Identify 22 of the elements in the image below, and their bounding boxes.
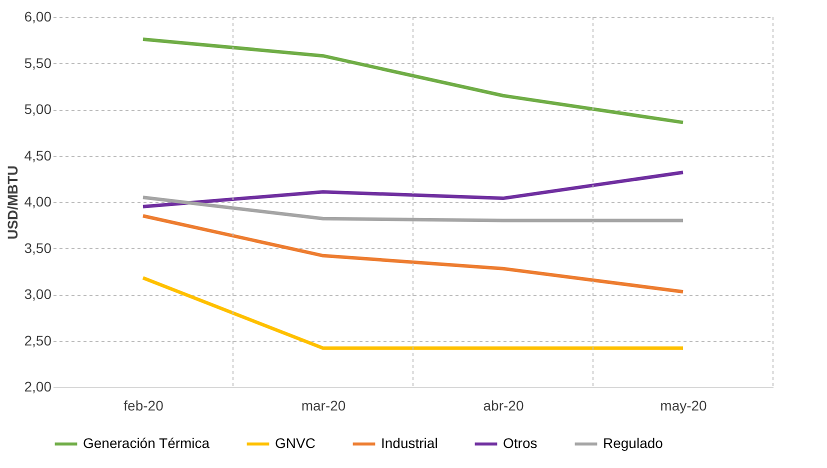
line-series <box>141 170 685 208</box>
y-tick-label: 3,50 <box>24 240 52 256</box>
legend-label: Regulado <box>603 435 664 451</box>
x-tick-label: abr-20 <box>483 398 524 414</box>
y-tick-label: 4,00 <box>24 194 52 210</box>
y-tick-label: 6,00 <box>24 8 52 24</box>
y-tick-label: 5,50 <box>24 54 52 71</box>
y-axis-title: USD/MBTU <box>4 166 20 240</box>
x-tick-label: feb-20 <box>124 398 164 414</box>
line-series <box>141 214 685 294</box>
y-tick-label: 5,00 <box>24 101 52 117</box>
line-series <box>141 37 685 124</box>
legend-label: Generación Térmica <box>83 435 210 451</box>
x-tick-label: may-20 <box>660 398 708 414</box>
y-tick-label: 3,00 <box>24 286 52 302</box>
legend-label: GNVC <box>275 435 316 451</box>
legend-label: Industrial <box>381 435 438 451</box>
y-tick-label: 2,00 <box>24 378 52 394</box>
y-tick-label: 2,50 <box>24 332 52 348</box>
legend-label: Otros <box>503 435 538 451</box>
y-tick-label: 4,50 <box>24 147 52 164</box>
x-tick-label: mar-20 <box>301 398 346 414</box>
